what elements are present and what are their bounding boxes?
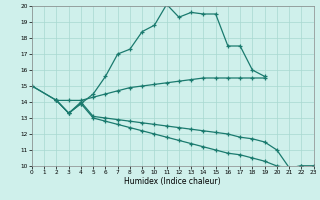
- X-axis label: Humidex (Indice chaleur): Humidex (Indice chaleur): [124, 177, 221, 186]
